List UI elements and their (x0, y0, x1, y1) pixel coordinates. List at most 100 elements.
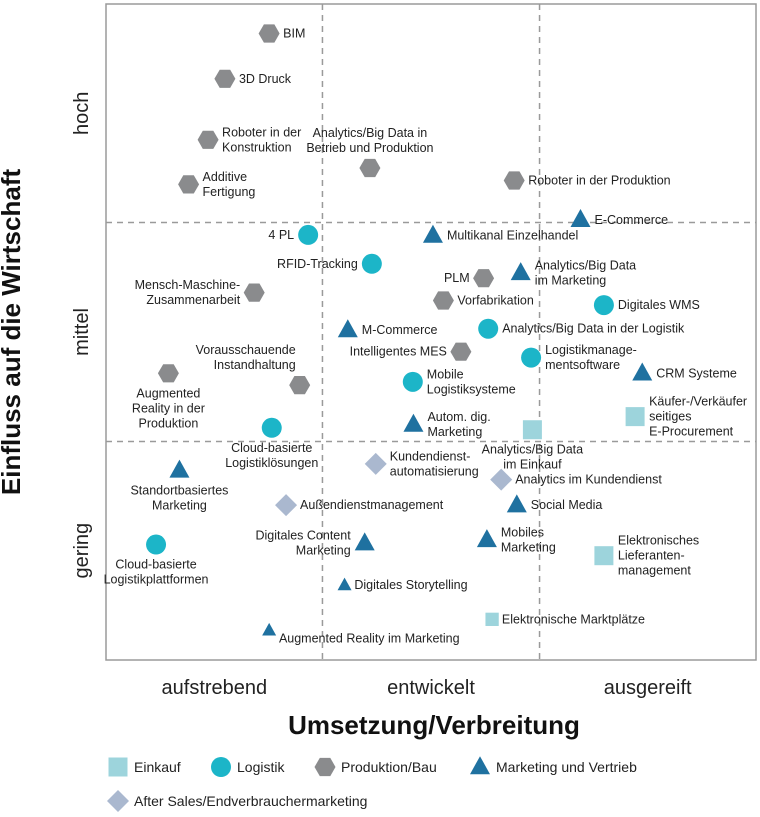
legend-marker-diamond (107, 790, 129, 812)
x-tick-label: entwickelt (387, 677, 475, 699)
data-point: Digitales Storytelling (337, 577, 468, 592)
point-marker-triangle (422, 224, 443, 243)
point-marker-triangle (476, 529, 497, 548)
data-point: Elektronisches Lieferanten-management (594, 534, 699, 578)
point-label: Analytics/Big Data in Betrieb und Produkt… (306, 126, 433, 155)
y-tick-label: gering (71, 523, 93, 579)
data-point: Käufer-/Verkäufer seitiges E-Procurement (625, 395, 747, 439)
data-point: Cloud-basierte Logistikplattformen (104, 534, 209, 587)
data-point: Analytics/Big Data in der Logistik (478, 318, 685, 339)
legend-label: Marketing und Vertrieb (496, 759, 637, 775)
data-point: Außendienstmanagement (275, 494, 444, 517)
point-label: Vorausschauende Instandhaltung (196, 343, 296, 372)
data-point: Cloud-basierte Logistiklösungen (225, 417, 318, 470)
point-marker-hexagon (432, 291, 454, 310)
point-label: Multikanal Einzelhandel (447, 229, 578, 243)
point-marker-triangle (632, 362, 653, 381)
quadrant-dividers (106, 4, 756, 660)
point-marker-triangle (570, 209, 591, 228)
data-point: Multikanal Einzelhandel (422, 224, 578, 243)
point-label: Vorfabrikation (457, 294, 533, 308)
legend-marker-circle (211, 757, 231, 777)
point-marker-hexagon (214, 69, 236, 88)
legend-marker-hexagon (314, 757, 336, 777)
data-point: Mobiles Marketing (476, 525, 556, 554)
legend-label: After Sales/Endverbrauchermarketing (134, 793, 367, 809)
data-point: Autom. dig. Marketing (403, 410, 491, 439)
plot-frame (105, 3, 757, 661)
data-point: Vorfabrikation (432, 291, 534, 310)
point-marker-square (485, 612, 499, 626)
x-tick-label: ausgereift (604, 677, 692, 699)
y-axis-ticks: gering mittel hoch (71, 92, 93, 579)
point-marker-diamond (364, 452, 387, 475)
data-point: 4 PL (268, 224, 319, 245)
data-point: CRM Systeme (632, 362, 737, 381)
data-point: Logistikmanage-mentsoftware (521, 343, 637, 372)
point-label: Mensch-Maschine-Zusammenarbeit (135, 278, 241, 307)
point-marker-diamond (490, 468, 513, 491)
data-point: M-Commerce (337, 319, 438, 338)
legend-item: Logistik (211, 757, 285, 777)
y-axis-title: Einfluss auf die Wirtschaft (0, 169, 26, 496)
data-point: Analytics/Big Data im Einkauf (482, 420, 583, 472)
point-marker-circle (521, 347, 542, 368)
point-label: Außendienstmanagement (300, 498, 444, 512)
data-point: 3D Druck (214, 69, 292, 88)
point-label: Analytics/Big Data in der Logistik (502, 322, 685, 336)
point-marker-hexagon (197, 130, 219, 149)
point-marker-triangle (506, 494, 527, 513)
data-point: Mobile Logistiksysteme (402, 367, 516, 396)
point-label: RFID-Tracking (277, 257, 358, 271)
point-marker-triangle (510, 262, 531, 281)
point-label: BIM (283, 27, 305, 41)
point-marker-circle (261, 417, 282, 438)
point-label: Augmented Reality im Marketing (279, 631, 460, 645)
point-label: Käufer-/Verkäufer seitiges E-Procurement (649, 395, 747, 439)
legend-item: Einkauf (108, 757, 181, 777)
x-axis-ticks: aufstrebend entwickelt ausgereift (162, 677, 692, 699)
data-point: Mensch-Maschine-Zusammenarbeit (135, 278, 265, 307)
point-label: Logistikmanage-mentsoftware (545, 343, 637, 372)
point-marker-triangle (262, 622, 277, 636)
point-marker-hexagon (258, 24, 280, 43)
data-point: RFID-Tracking (277, 253, 382, 274)
point-marker-triangle (403, 413, 424, 432)
point-marker-circle (478, 318, 499, 339)
point-label: Roboter in der Konstruktion (222, 125, 301, 154)
legend: Einkauf Logistik Produktion/Bau Marketing u… (107, 756, 637, 812)
x-axis-title: Umsetzung/Verbreitung (288, 710, 580, 740)
data-point: E-Commerce (570, 209, 669, 228)
point-label: E-Commerce (595, 213, 669, 227)
y-tick-label: hoch (71, 92, 93, 135)
data-point: Augmented Reality in der Produktion (132, 364, 205, 430)
point-marker-hexagon (473, 269, 495, 288)
data-point: Kundendienst-automatisierung (364, 449, 479, 478)
legend-label: Logistik (237, 759, 285, 775)
point-label: Analytics/Big Data im Marketing (535, 258, 636, 287)
point-label: Cloud-basierte Logistikplattformen (104, 558, 209, 587)
legend-marker-triangle (470, 756, 490, 775)
point-label: Digitales Content Marketing (255, 529, 351, 558)
point-label: Intelligentes MES (350, 345, 447, 359)
point-label: Mobiles Marketing (501, 525, 556, 554)
point-label: Analytics/Big Data im Einkauf (482, 443, 583, 472)
data-point: Analytics/Big Data im Marketing (510, 258, 636, 287)
point-label: Elektronische Marktplätze (502, 612, 645, 626)
point-label: CRM Systeme (656, 366, 737, 380)
point-label: 3D Druck (239, 72, 292, 86)
point-label: Social Media (531, 498, 603, 512)
point-label: Elektronisches Lieferanten-management (618, 534, 699, 578)
point-marker-hexagon (157, 364, 179, 383)
point-marker-hexagon (359, 158, 381, 178)
point-label: M-Commerce (362, 323, 438, 337)
point-label: Additive Fertigung (203, 170, 256, 199)
legend-item: After Sales/Endverbrauchermarketing (107, 790, 367, 812)
data-point: Digitales WMS (593, 295, 700, 316)
point-label: Cloud-basierte Logistiklösungen (225, 441, 318, 470)
point-marker-hexagon (243, 283, 265, 302)
point-label: Roboter in der Produktion (528, 173, 670, 187)
point-marker-circle (593, 295, 614, 316)
legend-label: Einkauf (134, 759, 181, 775)
